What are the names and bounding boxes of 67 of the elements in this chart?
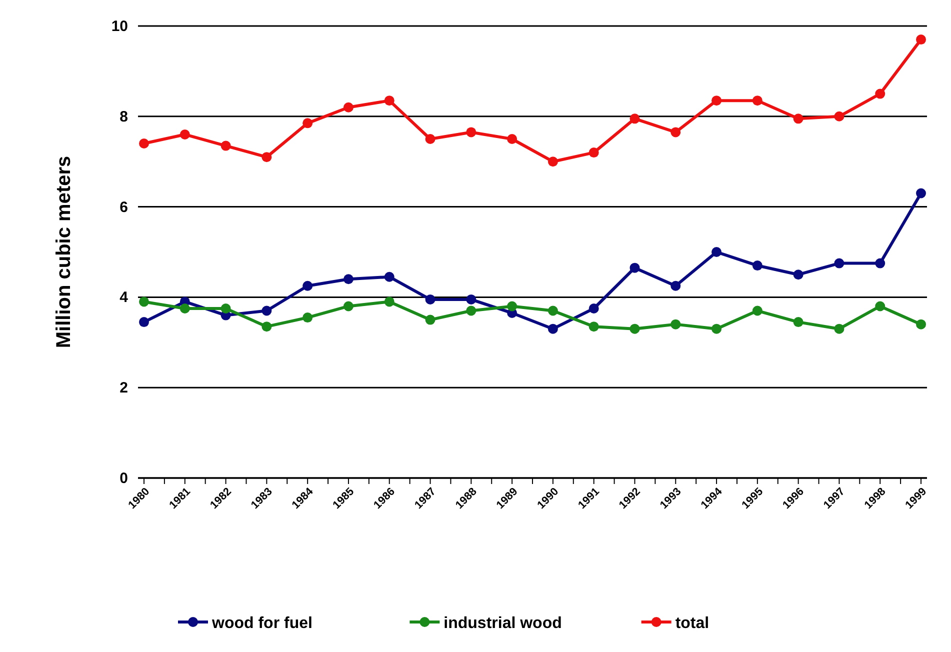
point (630, 114, 640, 124)
point (752, 306, 762, 316)
point (834, 258, 844, 268)
point (793, 317, 804, 328)
point (630, 262, 640, 273)
point (180, 304, 190, 314)
point (384, 296, 394, 307)
y-tick-label: 6 (120, 198, 128, 216)
point (875, 88, 886, 99)
point (834, 111, 844, 122)
point (466, 127, 476, 138)
y-tick-label: 8 (120, 108, 128, 126)
point (712, 96, 722, 106)
point (425, 294, 436, 304)
point (916, 188, 926, 198)
point (425, 134, 436, 144)
point (302, 118, 313, 128)
point (507, 134, 518, 144)
point (670, 280, 681, 291)
legend-label: wood for fuel (211, 615, 312, 632)
point (139, 296, 149, 307)
point (752, 260, 762, 271)
point (548, 156, 558, 167)
point (834, 324, 844, 334)
point (384, 272, 394, 282)
point (425, 314, 436, 325)
point (139, 317, 149, 328)
point (220, 304, 231, 314)
point (793, 114, 804, 124)
point (588, 148, 599, 158)
point (588, 304, 599, 314)
y-axis-title: Million cubic meters (53, 156, 75, 348)
point (384, 96, 394, 106)
point (916, 319, 926, 330)
point (588, 322, 599, 332)
point (507, 301, 518, 312)
legend-label: total (675, 615, 710, 632)
point (180, 129, 190, 140)
point (466, 294, 476, 304)
point (793, 270, 804, 280)
point (875, 301, 886, 312)
point (548, 306, 558, 316)
point (220, 140, 231, 151)
point (875, 258, 886, 268)
point (343, 301, 354, 312)
point (548, 324, 558, 334)
point (916, 34, 926, 45)
legend-label: industrial wood (444, 615, 562, 632)
point (302, 312, 313, 323)
point (670, 127, 681, 138)
y-tick-label: 2 (120, 380, 128, 397)
point (302, 280, 313, 291)
y-tick-label: 4 (120, 289, 129, 306)
point (262, 306, 272, 316)
point (343, 274, 354, 284)
point (630, 324, 640, 334)
point (262, 322, 272, 332)
point (712, 247, 722, 257)
point (343, 102, 354, 112)
point (466, 306, 476, 316)
point (712, 324, 722, 334)
point (262, 152, 272, 162)
y-tick-label: 10 (111, 18, 128, 35)
point (139, 138, 149, 149)
point (752, 96, 762, 106)
point (670, 319, 681, 330)
y-tick-label: 0 (120, 470, 128, 487)
